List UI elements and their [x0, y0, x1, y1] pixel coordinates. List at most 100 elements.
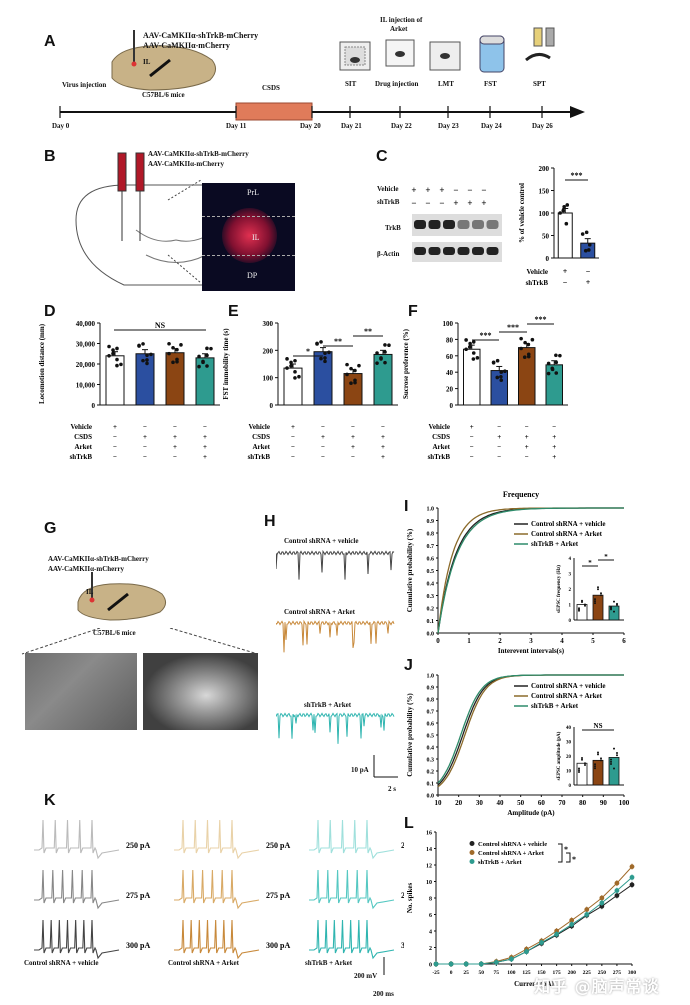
- condition-mark: +: [439, 185, 444, 195]
- x-tick-label: 80: [579, 799, 587, 807]
- condition-mark: −: [497, 453, 501, 461]
- condition-mark: −: [113, 443, 117, 451]
- region-label: PrL: [247, 188, 259, 197]
- scale-bar-label: 2 s: [388, 785, 396, 793]
- data-point: [569, 917, 575, 923]
- data-point: [508, 956, 514, 962]
- inset-point: [600, 759, 602, 762]
- chart-f: 0 20 40 60 80 100 Sucrose preference (%) *** ***…: [402, 315, 568, 461]
- panel-letter-h: H: [264, 513, 276, 530]
- data-point: [584, 230, 589, 235]
- y-tick-label: 0.8: [427, 532, 435, 538]
- y-tick-label: 0.3: [427, 594, 435, 600]
- significance-label: ***: [480, 331, 492, 340]
- data-point: [209, 346, 213, 351]
- data-point: [111, 351, 115, 356]
- x-tick-label: 150: [537, 970, 546, 976]
- ap-trace: [34, 819, 120, 860]
- data-point: [550, 366, 555, 371]
- fluorescence-image: PrL IL DP: [202, 183, 295, 291]
- region-label: IL: [143, 58, 151, 66]
- condition-mark: +: [203, 443, 207, 451]
- condition-mark: −: [439, 198, 444, 208]
- data-point: [599, 903, 605, 909]
- scale-bar-label: 200 ms: [373, 990, 394, 998]
- condition-mark: −: [291, 443, 295, 451]
- inset-point: [581, 758, 583, 761]
- significance-bracket: [558, 843, 563, 863]
- zoom-lines: [21, 628, 259, 655]
- data-point: [554, 360, 559, 365]
- data-point: [526, 342, 531, 347]
- inset-point: [613, 600, 615, 603]
- data-point: [583, 248, 588, 253]
- x-axis-label: Current (pA): [514, 980, 554, 988]
- virus-label-2: AAV-CaMKIIα-mCherry: [143, 41, 230, 50]
- data-point: [471, 351, 476, 355]
- condition-mark: −: [470, 453, 474, 461]
- condition-row-label: Vehicle: [70, 423, 92, 431]
- x-tick-label: 90: [600, 799, 608, 807]
- condition-mark: −: [113, 453, 117, 461]
- x-axis-label: Interevent intervals(s): [498, 647, 565, 655]
- data-point: [491, 361, 496, 365]
- condition-mark: +: [113, 423, 117, 431]
- series-line: [436, 877, 633, 965]
- data-point: [523, 340, 527, 345]
- data-point: [145, 358, 149, 362]
- significance-label: *: [604, 553, 608, 561]
- chart-i: 0.0 0.1 0.2 0.3 0.4 0.5 0.6 0.7 0.8 0.9 1.0 0 1 2 3 4 5 6…: [406, 490, 626, 655]
- y-tick-label: 0.6: [427, 557, 435, 563]
- condition-mark: +: [203, 453, 207, 461]
- data-point: [323, 351, 327, 356]
- condition-mark: −: [467, 185, 472, 195]
- x-tick-label: 1: [467, 637, 471, 645]
- lmt-label: LMT: [438, 80, 454, 88]
- inset-point: [594, 600, 596, 603]
- significance-label: ***: [571, 171, 583, 180]
- data-point: [141, 358, 145, 363]
- x-tick-label: 75: [494, 970, 500, 976]
- panel-letter-c: C: [376, 148, 388, 165]
- y-tick-label: 0: [92, 402, 96, 410]
- inset-point: [597, 586, 599, 589]
- data-point: [499, 370, 504, 374]
- data-point: [530, 337, 535, 342]
- condition-mark: −: [453, 185, 458, 195]
- ap-trace: [309, 919, 395, 960]
- panel-letter-d: D: [44, 303, 56, 320]
- group-label: Control shRNA + vehicle: [24, 959, 99, 967]
- data-point: [554, 353, 558, 358]
- y-axis-label: Sucrose preference (%): [402, 328, 410, 399]
- data-point: [580, 232, 585, 236]
- y-tick-label: 0.0: [427, 794, 435, 800]
- y-tick-label: 40: [446, 369, 454, 377]
- panel-letter-e: E: [228, 303, 239, 320]
- inset-tick-label: 20: [566, 755, 572, 760]
- y-tick-label: 20: [446, 386, 454, 394]
- x-tick-label: 60: [538, 799, 546, 807]
- data-point: [175, 347, 179, 352]
- y-tick-label: 0.6: [427, 722, 435, 728]
- inset-point: [578, 769, 580, 772]
- legend-marker: [469, 859, 475, 864]
- panel-letter-j: J: [404, 657, 413, 674]
- virus-label-1: AAV-CaMKIIα-shTrkB-mCherry: [148, 150, 249, 158]
- condition-mark: −: [411, 198, 416, 208]
- actin-band: [472, 247, 484, 255]
- y-tick-label: 4: [429, 930, 432, 936]
- y-tick-label: 0: [546, 255, 550, 263]
- panel-letter-a: A: [44, 33, 56, 50]
- condition-row-label: Vehicle: [428, 423, 450, 431]
- condition-row-label: Arket: [433, 443, 451, 451]
- data-point: [111, 348, 115, 352]
- data-point: [137, 344, 141, 348]
- x-tick-label: 25: [463, 970, 469, 976]
- fst-label: FST: [484, 80, 497, 88]
- data-point: [522, 355, 527, 360]
- y-tick-label: 100: [263, 375, 274, 383]
- bar: [195, 357, 215, 406]
- condition-mark: +: [525, 443, 529, 451]
- day-label: Day 22: [391, 122, 412, 130]
- inset-point: [597, 751, 599, 754]
